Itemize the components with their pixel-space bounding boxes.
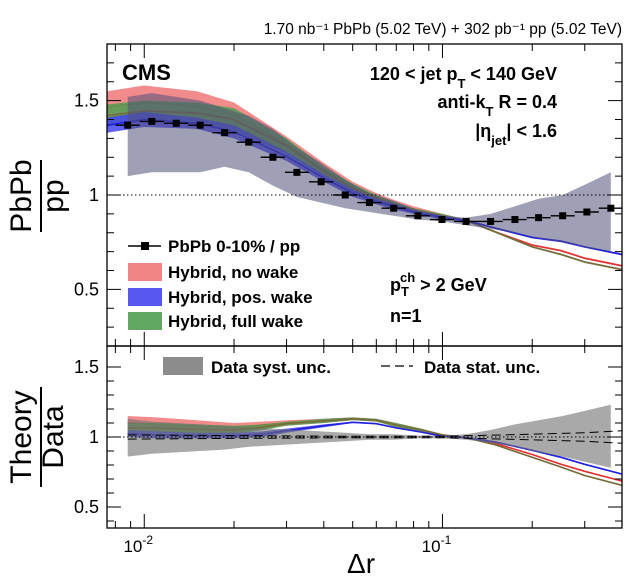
luminosity-label: 1.70 nb⁻¹ PbPb (5.02 TeV) + 302 pb⁻¹ pp …	[264, 21, 622, 38]
data-point	[559, 212, 567, 220]
track-pt-annotation: pTch > 2 GeV	[390, 270, 487, 299]
data-point	[124, 121, 132, 129]
data-point	[462, 217, 470, 225]
cms-label: CMS	[122, 60, 171, 85]
data-point	[221, 129, 229, 137]
top-panel: 0.5 1 1.5 CMS 120 < jet pT < 140 GeVanti-kT …	[74, 43, 623, 347]
top-ylabel: PbPb pp	[5, 159, 70, 232]
legend-label-data: PbPb 0-10% / pp	[168, 237, 300, 256]
legend-label-1: Hybrid, no wake	[168, 263, 298, 282]
bottom-ylabel-denominator: Data	[37, 405, 70, 469]
legend-swatch-1	[128, 263, 162, 281]
bottom-stat-low	[127, 437, 622, 444]
top-legend: PbPb 0-10% / pp Hybrid, no wake Hybrid, po…	[128, 237, 313, 331]
legend-syst-swatch	[163, 357, 203, 375]
bottom-plot-area	[107, 404, 622, 487]
data-point	[245, 138, 253, 146]
legend-data-marker	[141, 242, 149, 250]
data-point	[535, 214, 543, 222]
legend-swatch-3	[128, 312, 162, 330]
top-plot-area	[107, 85, 622, 271]
data-point	[148, 117, 156, 125]
bottom-legend: Data syst. unc. Data stat. unc.	[163, 357, 540, 377]
data-point	[317, 178, 325, 186]
n-annotation: n=1	[390, 306, 422, 326]
legend-swatch-2	[128, 288, 162, 306]
algo-annotation: anti-kT R = 0.4	[437, 92, 557, 119]
data-point	[390, 204, 398, 212]
xtick-label: 10-2	[123, 533, 153, 556]
data-point	[511, 216, 519, 224]
data-point	[414, 212, 422, 220]
legend-label-2: Hybrid, pos. wake	[168, 288, 313, 307]
bottom-ytick-label: 0.5	[74, 497, 99, 517]
data-point	[293, 168, 301, 176]
data-point	[487, 217, 495, 225]
x-axis-title: Δr	[347, 548, 375, 579]
legend-stat-label: Data stat. unc.	[424, 358, 540, 377]
legend-syst-label: Data syst. unc.	[211, 358, 331, 377]
data-point	[172, 119, 180, 127]
data-point	[438, 216, 446, 224]
bottom-ylabel: Theory Data	[5, 387, 70, 487]
jet-pt-annotation: 120 < jet pT < 140 GeV	[370, 64, 557, 91]
top-ytick-label: 0.5	[74, 279, 99, 299]
data-point	[196, 121, 204, 129]
bottom-ylabel-numerator: Theory	[5, 390, 38, 483]
eta-annotation: |ηjet| < 1.6	[475, 121, 557, 148]
data-point	[269, 153, 277, 161]
legend-label-3: Hybrid, full wake	[168, 312, 303, 331]
bottom-ytick-label: 1	[89, 427, 99, 447]
bottom-stat-high	[127, 430, 622, 437]
data-point	[607, 204, 615, 212]
bottom-ytick-label: 1.5	[74, 357, 99, 377]
data-point	[341, 191, 349, 199]
top-ytick-label: 1.5	[74, 91, 99, 111]
top-ylabel-denominator: pp	[37, 179, 70, 212]
data-point	[583, 208, 591, 216]
top-ylabel-numerator: PbPb	[5, 159, 38, 232]
bottom-panel: 0.5 1 1.5 10-2 10-1 Data syst. unc. Data stat.…	[74, 345, 623, 556]
data-point	[365, 199, 373, 207]
bottom-band-hybrid-no-wake	[127, 416, 622, 482]
top-data-syst-band	[127, 93, 611, 252]
xtick-label: 10-1	[422, 533, 452, 556]
top-ytick-label: 1	[89, 185, 99, 205]
